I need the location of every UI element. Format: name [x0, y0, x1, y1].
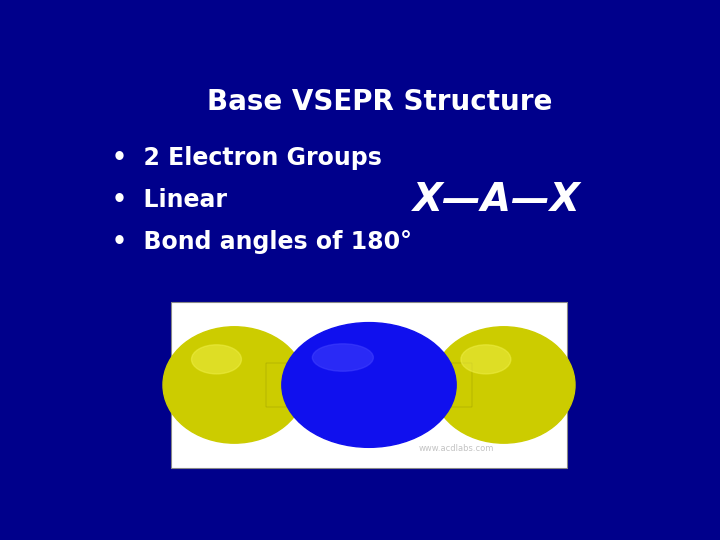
FancyBboxPatch shape	[312, 367, 323, 403]
FancyBboxPatch shape	[423, 363, 472, 407]
Text: X—A—X: X—A—X	[413, 181, 581, 219]
Text: Base VSEPR Structure: Base VSEPR Structure	[207, 88, 553, 116]
Ellipse shape	[282, 322, 456, 447]
Text: www.acdlabs.com: www.acdlabs.com	[418, 444, 494, 453]
FancyBboxPatch shape	[266, 363, 315, 407]
FancyBboxPatch shape	[415, 367, 426, 403]
Ellipse shape	[163, 327, 305, 443]
Ellipse shape	[312, 344, 374, 371]
Text: •  Bond angles of 180°: • Bond angles of 180°	[112, 230, 413, 253]
Ellipse shape	[192, 345, 241, 374]
Ellipse shape	[433, 327, 575, 443]
Ellipse shape	[461, 345, 510, 374]
Text: •  2 Electron Groups: • 2 Electron Groups	[112, 146, 382, 170]
FancyBboxPatch shape	[171, 302, 567, 468]
Text: •  Linear: • Linear	[112, 188, 228, 212]
